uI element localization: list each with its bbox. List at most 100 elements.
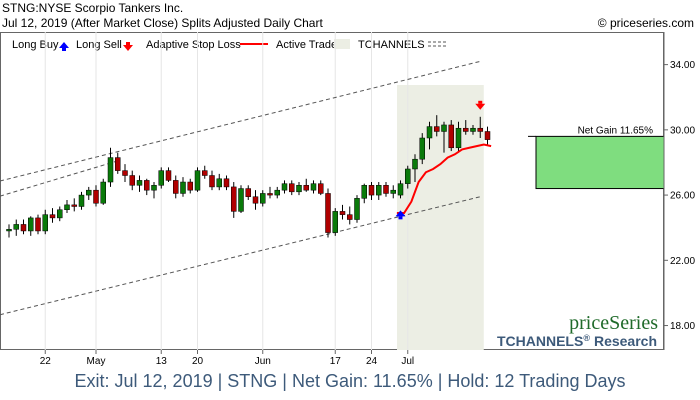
candle-body-32 [238, 188, 244, 212]
candle-body-57 [419, 137, 425, 160]
candle-body-7 [57, 209, 63, 219]
candle-body-18 [136, 180, 143, 186]
candle-body-19 [144, 180, 150, 191]
legend-long-sell-label: Long Sell [76, 39, 122, 51]
candle-body-33 [245, 188, 251, 197]
candle-body-50 [368, 185, 375, 196]
candle-body-66 [484, 131, 491, 140]
legend-buy-arrow-stem [62, 48, 66, 51]
net-gain-label: Net Gain 11.65% [578, 125, 654, 136]
candle-body-17 [129, 175, 135, 186]
candle-body-37 [274, 189, 280, 196]
candle-body-6 [49, 214, 56, 219]
y-tick-label-1: 30.00 [670, 125, 695, 136]
chart-title: STNG:NYSE Scorpio Tankers Inc. [2, 1, 184, 15]
tchannel-lower-line [0, 196, 481, 316]
candle-body-15 [115, 157, 121, 171]
candle-body-64 [470, 127, 476, 132]
candle-body-35 [260, 193, 266, 204]
legend-long-buy-label: Long Buy [12, 39, 59, 51]
candle-body-52 [383, 185, 389, 194]
candle-body-3 [28, 217, 34, 232]
candle-body-41 [303, 185, 309, 191]
candle-body-43 [318, 183, 324, 194]
candle-body-48 [354, 198, 360, 220]
long-sell-arrow-stem [478, 100, 483, 104]
x-tick-label-7: Jul [401, 356, 414, 367]
candle-body-4 [35, 217, 41, 232]
candle-body-20 [151, 185, 157, 191]
candle-body-8 [64, 204, 70, 211]
long-buy-arrow-stem [398, 216, 403, 220]
candle-body-21 [158, 170, 164, 186]
candle-body-36 [267, 193, 273, 196]
candle-body-24 [180, 181, 186, 194]
candle-body-61 [448, 124, 454, 149]
candle-body-5 [42, 214, 48, 232]
legend-buy-arrow-icon [59, 42, 69, 48]
candle-body-39 [289, 183, 295, 193]
candle-body-34 [252, 196, 259, 204]
candle-body-14 [107, 157, 114, 183]
y-tick-label-0: 34.00 [670, 60, 695, 71]
x-tick-label-2: 13 [156, 356, 168, 367]
candle-body-12 [93, 189, 99, 204]
x-tick-label-1: May [87, 356, 106, 367]
candle-body-27 [202, 170, 208, 176]
copyright-notice: © priceseries.com [597, 16, 694, 30]
legend-tchannels-label: TCHANNELS [358, 39, 425, 51]
y-tick-label-4: 18.00 [670, 321, 695, 332]
legend: Long Buy Long Sell Adaptive Stop Loss Ac… [12, 39, 448, 51]
candle-body-1 [13, 224, 19, 230]
x-tick-label-4: Jun [255, 356, 271, 367]
candle-body-40 [296, 185, 302, 193]
tchannel-mid-line [0, 160, 118, 197]
trade-summary-footer: Exit: Jul 12, 2019 | STNG | Net Gain: 11… [74, 371, 626, 391]
x-tick-label-5: 17 [330, 356, 342, 367]
active-trade-band [397, 85, 484, 350]
candle-body-16 [122, 170, 128, 176]
plot-frame [0, 32, 664, 350]
x-tick-label-0: 22 [40, 356, 52, 367]
candle-body-42 [310, 183, 317, 191]
legend-active-swatch [334, 39, 350, 49]
legend-sell-arrow-stem [126, 42, 130, 45]
y-tick-label-3: 22.00 [670, 256, 695, 267]
candle-body-54 [397, 183, 404, 196]
candle-body-59 [434, 126, 440, 132]
candle-body-2 [20, 224, 27, 232]
candle-body-49 [361, 185, 367, 199]
candle-body-62 [455, 127, 462, 149]
research-brand-suffix: Research [594, 333, 657, 349]
candle-body-38 [281, 183, 288, 191]
candle-body-53 [390, 189, 396, 194]
y-tick-label-2: 26.00 [670, 191, 695, 202]
candle-body-29 [216, 178, 222, 188]
candle-body-63 [463, 127, 469, 132]
candle-body-25 [187, 181, 193, 191]
candle-body-10 [78, 194, 85, 207]
candle-body-47 [347, 214, 353, 220]
adaptive-stop-loss-line [396, 143, 492, 215]
research-brand-mark: ® [583, 333, 590, 343]
candle-body-51 [376, 185, 382, 196]
candle-body-13 [100, 181, 106, 204]
priceseries-logo: priceSeries [569, 312, 658, 334]
tchannels-research-brand: TCHANNELS® Research [497, 333, 657, 349]
candle-body-30 [223, 178, 230, 188]
price-chart: Long Buy Long Sell Adaptive Stop Loss Ac… [0, 32, 695, 367]
candle-body-26 [194, 170, 201, 191]
tchannel-upper-line [0, 60, 481, 182]
legend-stop-label: Adaptive Stop Loss [146, 39, 241, 51]
legend-active-trade-label: Active Trade [276, 39, 337, 51]
net-gain-box [535, 135, 665, 190]
chart-subtitle: Jul 12, 2019 (After Market Close) Splits… [2, 16, 323, 30]
candle-body-9 [71, 204, 77, 207]
long-buy-arrow-icon [395, 210, 406, 217]
candle-body-60 [441, 124, 447, 132]
candle-body-11 [86, 189, 92, 196]
candle-body-23 [173, 180, 179, 194]
candle-body-45 [332, 211, 338, 233]
candle-body-55 [405, 168, 411, 184]
candle-body-46 [339, 211, 346, 215]
